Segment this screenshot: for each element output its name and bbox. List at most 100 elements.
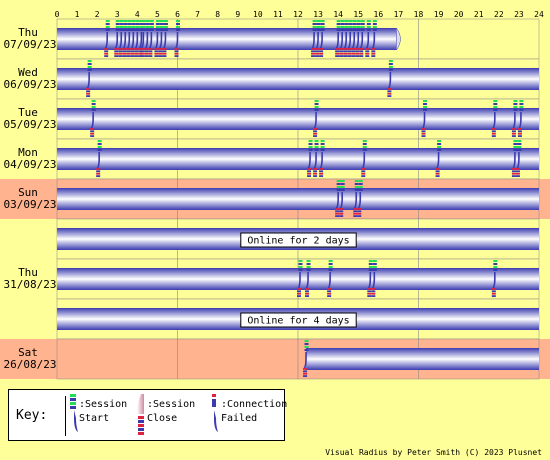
x-tick-label: 24 — [534, 10, 544, 19]
session-close-mark — [355, 50, 360, 53]
session-start-mark — [119, 23, 124, 25]
session-close-mark — [174, 55, 179, 57]
day-name-label: Sun — [18, 186, 38, 199]
session-event-marker — [96, 140, 102, 177]
session-close-mark — [347, 50, 352, 53]
session-start-mark — [306, 263, 311, 265]
session-start-mark — [316, 20, 321, 22]
session-close-mark — [315, 48, 320, 50]
online-annotation-box — [240, 232, 357, 248]
session-start-mark — [139, 29, 144, 31]
session-start-mark — [320, 26, 325, 28]
session-close-mark — [319, 52, 324, 55]
session-start-mark — [513, 106, 518, 108]
day-date-label: 07/09/23 — [4, 38, 57, 51]
session-start-mark — [372, 269, 377, 271]
session-close-mark — [138, 55, 143, 57]
x-tick-label: 20 — [454, 10, 464, 19]
session-close-mark — [86, 92, 91, 95]
session-close-mark — [387, 92, 392, 95]
legend-divider — [65, 396, 66, 436]
session-close-mark — [311, 50, 316, 53]
session-close-mark — [297, 295, 302, 297]
session-event-marker — [517, 100, 524, 137]
session-start-mark — [437, 140, 442, 142]
session-start-mark — [123, 20, 128, 22]
legend-connection-failed-label: :Connection Failed — [221, 399, 288, 424]
x-tick-label: 19 — [434, 10, 444, 19]
session-start-mark — [312, 23, 317, 25]
x-tick-label: 5 — [155, 10, 160, 19]
session-start-mark — [340, 29, 345, 31]
session-start-mark — [91, 106, 96, 108]
session-close-mark — [122, 55, 127, 57]
session-start-mark — [298, 263, 303, 265]
session-close-mark — [134, 52, 139, 55]
session-close-mark — [130, 48, 135, 50]
session-event-marker — [154, 20, 160, 57]
session-start-mark — [336, 29, 341, 31]
session-close-mark — [148, 48, 153, 50]
session-start-mark — [517, 146, 522, 148]
session-close-mark — [371, 295, 376, 297]
session-close-mark — [351, 55, 356, 57]
session-close-mark — [327, 290, 332, 293]
session-close-mark — [511, 132, 516, 135]
x-tick-label: 1 — [75, 10, 80, 19]
session-bar — [57, 108, 539, 130]
day-date-label: 31/08/23 — [4, 278, 57, 291]
session-start-mark — [123, 26, 128, 28]
x-tick-label: 3 — [115, 10, 120, 19]
day-date-label: 26/08/23 — [4, 358, 57, 371]
session-start-mark — [115, 29, 120, 31]
session-bar — [57, 68, 539, 90]
session-close-mark — [353, 208, 358, 210]
session-start-mark — [176, 29, 180, 31]
session-close-mark — [491, 288, 496, 290]
session-start-mark — [517, 149, 522, 151]
session-close-mark — [154, 50, 159, 53]
session-start-mark — [312, 29, 317, 31]
session-event-marker — [144, 20, 150, 57]
session-start-mark — [163, 23, 168, 25]
session-event-marker — [339, 180, 345, 217]
session-close-mark — [313, 130, 318, 133]
session-start-mark — [314, 106, 319, 108]
session-close-mark — [351, 48, 356, 50]
session-start-mark — [336, 183, 341, 185]
session-start-mark — [159, 20, 164, 22]
session-close-mark — [138, 52, 143, 55]
session-close-mark — [307, 170, 312, 173]
session-close-mark — [297, 288, 302, 290]
session-start-mark — [358, 186, 363, 188]
session-close-mark — [303, 368, 308, 370]
session-start-mark — [513, 140, 518, 142]
session-close-mark — [174, 48, 179, 50]
session-event-marker — [134, 20, 140, 57]
session-start-mark — [517, 143, 522, 145]
session-start-mark — [348, 29, 353, 31]
session-start-mark — [312, 20, 317, 22]
session-close-mark — [511, 128, 516, 130]
session-start-mark — [348, 20, 353, 22]
online-annotation-text: Online for 4 days — [247, 316, 349, 327]
session-close-mark — [305, 290, 310, 293]
session-close-mark — [158, 48, 163, 50]
session-start-mark — [97, 146, 102, 148]
session-event-marker — [361, 140, 367, 177]
session-start-mark — [352, 20, 357, 22]
legend-box: Key: :Session Start :Session Close :Conn… — [8, 389, 288, 441]
session-event-marker — [421, 100, 428, 137]
session-close-mark — [90, 132, 95, 135]
session-start-mark — [149, 20, 154, 22]
session-start-mark — [340, 189, 345, 191]
session-close-mark — [511, 175, 516, 177]
session-start-mark — [314, 140, 319, 142]
session-close-mark — [104, 55, 109, 57]
session-close-mark — [491, 135, 496, 137]
session-bar — [57, 188, 539, 210]
session-start-mark — [97, 143, 102, 145]
session-event-marker — [491, 260, 498, 297]
session-start-mark — [308, 143, 313, 145]
session-close-mark — [353, 215, 358, 217]
